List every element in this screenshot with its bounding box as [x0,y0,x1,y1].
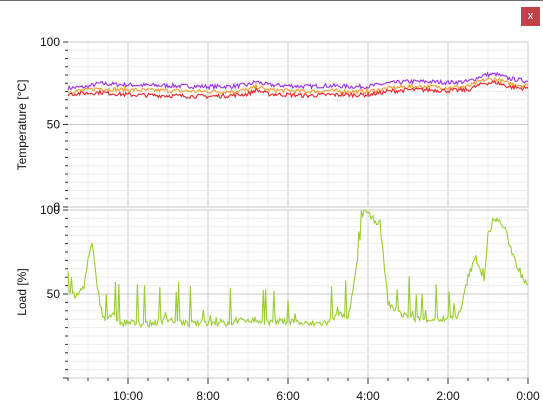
close-button[interactable]: x [521,7,540,26]
series-line-2 [67,79,529,100]
temperature-y-axis-label: Temperature [°C] [15,80,29,171]
temperature-grid [67,41,529,208]
load-plot: 50 100 Load [%] [15,203,529,379]
y-tick-label: 50 [47,287,61,301]
x-tick-label: 2:00 [436,389,460,403]
window-top-border [0,0,543,1]
series-line-0 [67,71,529,91]
x-tick-label: 10:00 [113,389,143,403]
temperature-y-ticks: 0 50 100 [40,35,68,214]
y-tick-label: 100 [40,35,60,49]
load-y-axis-label: Load [%] [15,268,29,315]
time-axis: 10:00 8:00 6:00 4:00 2:00 0:00 [67,378,540,403]
series-line-1 [67,77,529,96]
y-tick-label: 100 [40,203,60,217]
x-tick-label: 0:00 [516,389,540,403]
x-tick-label: 6:00 [276,389,300,403]
load-y-ticks: 50 100 [40,203,68,379]
y-tick-label: 0 [53,200,60,214]
x-tick-label: 8:00 [196,389,220,403]
temperature-series [67,71,529,100]
temperature-plot: 0 50 100 Temperature [°C] [15,35,529,214]
y-tick-label: 50 [47,118,61,132]
x-tick-label: 4:00 [356,389,380,403]
series-line-0 [67,209,529,329]
load-series [67,209,529,329]
load-grid [67,209,529,379]
